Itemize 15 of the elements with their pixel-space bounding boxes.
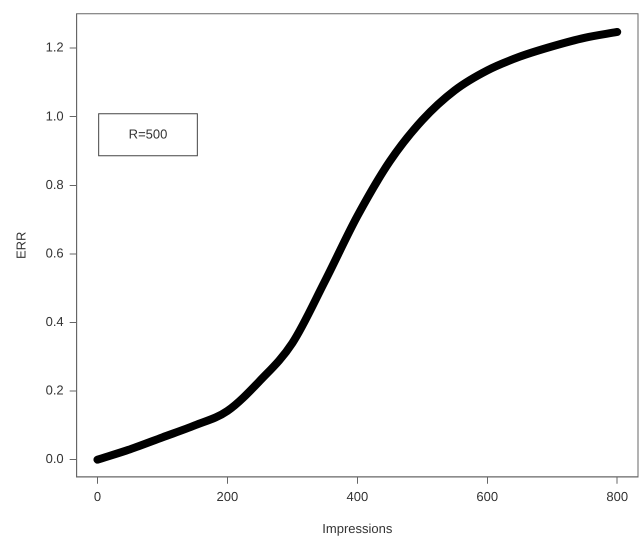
x-tick-label: 200	[216, 489, 238, 504]
x-tick-label: 0	[94, 489, 102, 504]
x-tick-label: 800	[606, 489, 628, 504]
y-tick-label: 0.6	[46, 245, 64, 260]
y-tick-label: 0.2	[46, 382, 64, 398]
y-tick-label: 0.4	[46, 314, 64, 330]
x-tick-label: 400	[346, 489, 368, 504]
x-tick-label: 600	[476, 489, 498, 504]
y-axis-title: ERR	[13, 232, 28, 260]
y-tick-label: 1.2	[46, 40, 64, 55]
y-tick-label: 1.0	[46, 108, 64, 124]
x-axis-title: Impressions	[322, 520, 393, 536]
y-tick-label: 0.8	[46, 176, 64, 192]
annotation: R=500	[128, 126, 168, 142]
y-tick-label: 0.0	[46, 451, 64, 466]
